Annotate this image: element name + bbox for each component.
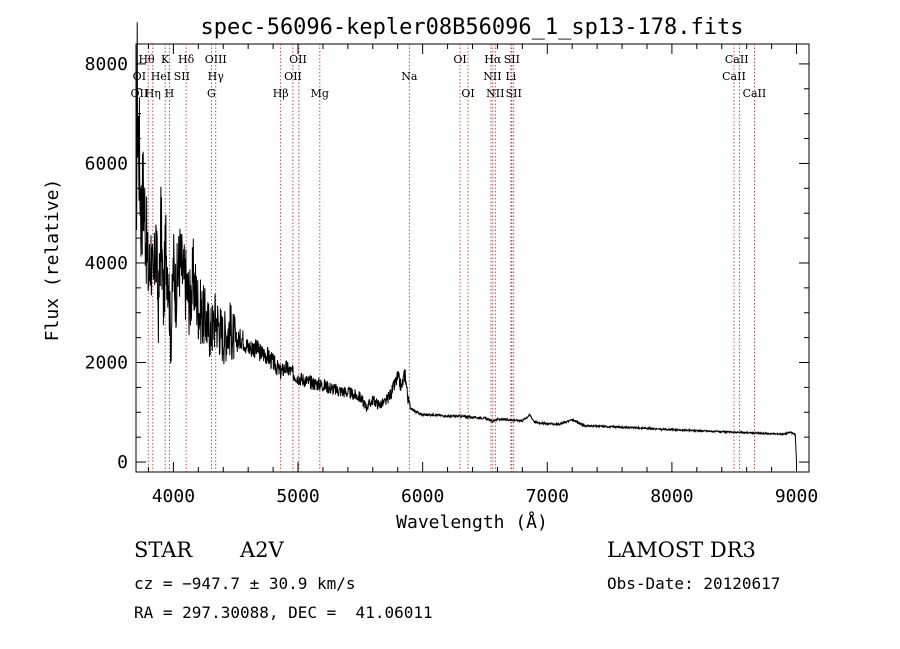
x-tick-label: 5000 [276,486,319,507]
line-label-K: K [161,53,170,66]
y-tick-label: 4000 [85,253,128,274]
object-class: STAR [134,538,193,562]
line-label-Hη: Hη [145,87,161,100]
observation-date: Obs-Date: 20120617 [607,574,781,593]
line-label-CaII: CaII [725,53,749,66]
line-label-Na: Na [401,70,418,83]
x-tick-label: 8000 [650,486,693,507]
x-axis-ticks: 4000 5000 6000 7000 8000 9000 [147,44,818,507]
sky-coordinates: RA = 297.30088, DEC = 41.06011 [134,603,433,622]
y-axis-ticks: 0 2000 4000 6000 8000 [85,54,809,473]
line-label-G: G [207,87,216,100]
line-label-NII: NII [486,87,504,100]
line-label-SII: SII [506,87,522,100]
line-label-OII: OII [131,87,149,100]
line-label-Hγ: Hγ [208,70,225,83]
line-label-NII: NII [483,70,501,83]
line-label-Hα: Hα [484,53,502,66]
line-label-Li: Li [505,70,516,83]
line-label-OII: OII [284,70,302,83]
plot-frame [135,43,810,473]
spectral-line-markers [147,44,755,472]
redshift-velocity: cz = −947.7 ± 30.9 km/s [134,574,356,593]
line-label-SII: SII [174,70,190,83]
line-label-OI: OI [133,70,146,83]
y-tick-label: 8000 [85,54,128,75]
y-tick-label: 0 [117,452,128,473]
line-label-CaII: CaII [722,70,746,83]
line-label-OIII: OIII [205,53,227,66]
x-tick-label: 4000 [152,486,195,507]
line-label-CaII: CaII [743,87,767,100]
object-subclass: A2V [240,538,284,562]
y-tick-label: 2000 [85,353,128,374]
x-tick-label: 6000 [401,486,444,507]
line-label-Hβ: Hβ [273,87,289,100]
flux-series-line [135,22,797,463]
x-axis-label: Wavelength (Å) [396,511,548,533]
chart-title: spec-56096-kepler08B56096_1_sp13-178.fit… [200,15,743,40]
line-label-OII: OII [289,53,307,66]
survey-name: LAMOST DR3 [607,538,756,562]
x-tick-label: 7000 [526,486,569,507]
line-label-SII: SII [504,53,520,66]
line-label-Hδ: Hδ [178,53,195,66]
line-label-Mg: Mg [311,87,329,100]
line-label-Hθ: Hθ [138,53,155,66]
line-label-HeI: HeI [151,70,171,83]
y-axis-label: Flux (relative) [42,179,63,342]
x-tick-label: 9000 [775,486,818,507]
y-tick-label: 6000 [85,153,128,174]
line-label-H: H [165,87,175,100]
line-label-OI: OI [461,87,474,100]
line-label-OI: OI [453,53,466,66]
